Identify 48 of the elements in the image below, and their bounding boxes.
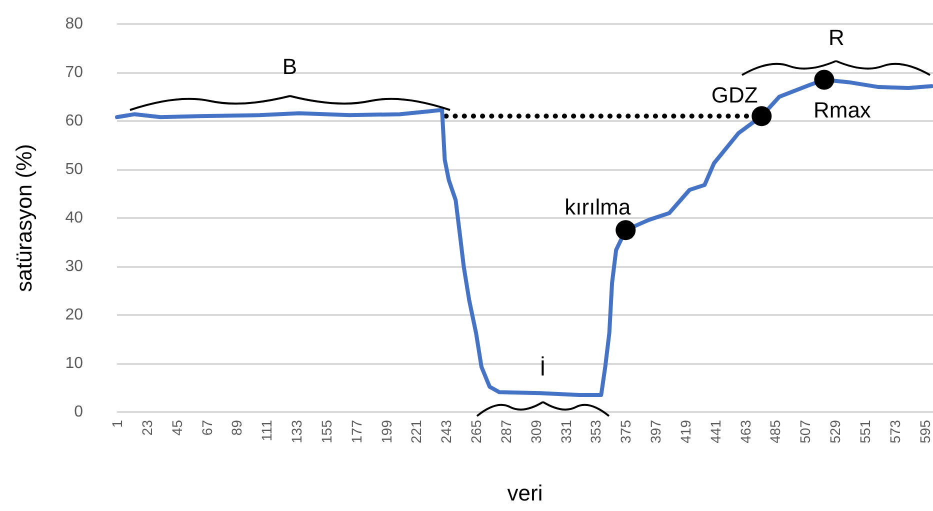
x-tick-label: 463 <box>737 420 754 444</box>
x-tick-label: 309 <box>528 420 544 444</box>
annotation: GDZ <box>711 82 758 108</box>
y-tick-label: 50 <box>65 161 84 178</box>
x-tick-label: 287 <box>498 420 514 444</box>
x-tick-label: 573 <box>886 420 903 444</box>
x-tick-label: 89 <box>228 420 245 436</box>
x-tick-label: 199 <box>378 420 394 444</box>
x-tick-label: 529 <box>827 420 844 444</box>
x-tick-label: 507 <box>797 420 814 444</box>
y-tick-label: 70 <box>65 64 84 81</box>
y-tick-label: 20 <box>65 306 84 324</box>
y-tick-label: 30 <box>65 258 84 275</box>
annotation: kırılma <box>564 194 632 220</box>
y-tick-label: 0 <box>74 404 84 420</box>
x-tick-label: 441 <box>707 420 724 444</box>
x-tick-label: 155 <box>318 420 334 444</box>
point <box>752 106 772 126</box>
x-tick-label: 595 <box>916 420 933 444</box>
x-tick-label: 485 <box>767 420 784 444</box>
x-tick-label: 221 <box>408 420 424 444</box>
x-tick-label: 133 <box>288 420 305 444</box>
x-tick-label: 397 <box>648 420 664 444</box>
x-tick-label: 353 <box>588 420 604 444</box>
point <box>814 70 834 90</box>
annotation: Rmax <box>813 97 871 122</box>
x-tick-label: 23 <box>138 420 155 436</box>
x-tick-label: 331 <box>558 420 574 444</box>
y-tick-label: 80 <box>65 16 84 32</box>
y-tick-label: 60 <box>65 112 84 130</box>
x-tick-label: 67 <box>198 420 215 436</box>
x-tick-label: 551 <box>857 420 873 444</box>
x-tick-label: 243 <box>438 420 454 444</box>
annotation: İ <box>540 356 546 381</box>
annotation: B <box>282 54 298 80</box>
y-tick-label: 10 <box>65 355 84 372</box>
annotation: R <box>828 25 844 50</box>
x-tick-label: 177 <box>348 420 364 444</box>
y-tick-label: 40 <box>65 210 84 226</box>
x-tick-label: 265 <box>468 420 484 444</box>
x-axis-title: veri <box>507 480 543 506</box>
x-tick-label: 45 <box>168 420 185 436</box>
x-tick-label: 419 <box>677 420 694 444</box>
x-tick-label: 375 <box>618 420 634 444</box>
x-tick-label: 111 <box>258 420 275 442</box>
point <box>616 220 636 240</box>
y-axis-title: satürasyon (%) <box>12 144 36 292</box>
x-tick-label: 1 <box>109 420 125 428</box>
